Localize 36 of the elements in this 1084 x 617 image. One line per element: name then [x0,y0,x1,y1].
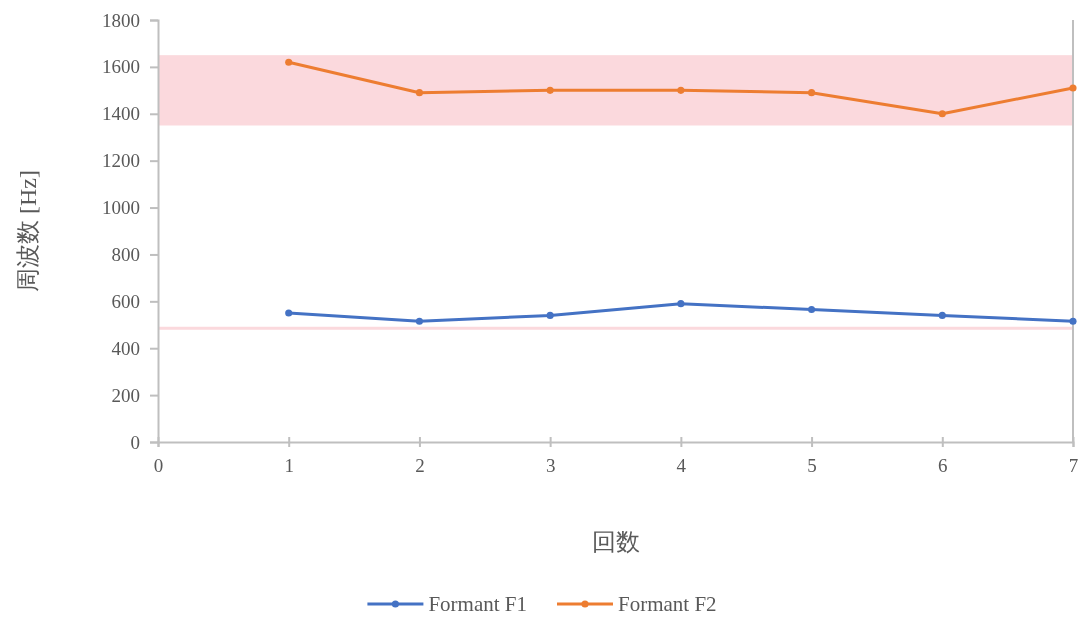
y-tick-label: 400 [111,337,140,359]
x-tick-label: 6 [938,455,948,477]
x-tick-label: 7 [1068,455,1079,477]
point [1069,84,1077,92]
point [1069,317,1077,325]
y-tick-label: 1400 [102,103,140,125]
point [938,110,946,118]
x-tick-label: 5 [807,455,817,477]
legend-label: Formant F2 [618,592,717,616]
y-tick-label: 200 [111,384,140,406]
point [938,311,946,319]
point [808,305,816,314]
y-tick-label: 600 [111,290,140,312]
y-tick-label: 1000 [102,197,140,219]
point [415,317,423,325]
point [677,86,685,94]
y-tick-label: 1600 [102,56,140,78]
y-tick-label: 800 [111,244,140,266]
point [415,89,423,97]
y-tick-label: 0 [130,431,140,453]
x-tick-label: 0 [153,455,164,477]
x-tick-label: 1 [284,455,294,477]
x-axis-title: 回数 [591,529,640,555]
point [285,309,293,317]
point [546,311,554,319]
point [808,89,816,97]
x-tick-label: 2 [415,455,425,477]
point [546,86,554,94]
point [285,58,293,66]
legend-label: Formant F1 [428,592,527,616]
x-tick-label: 4 [676,455,687,477]
y-tick-label: 1200 [102,150,140,172]
point [677,300,685,308]
y-axis-title: 周波数 [Hz] [15,170,41,292]
x-tick-label: 3 [545,455,556,477]
y-tick-label: 1800 [102,9,140,31]
